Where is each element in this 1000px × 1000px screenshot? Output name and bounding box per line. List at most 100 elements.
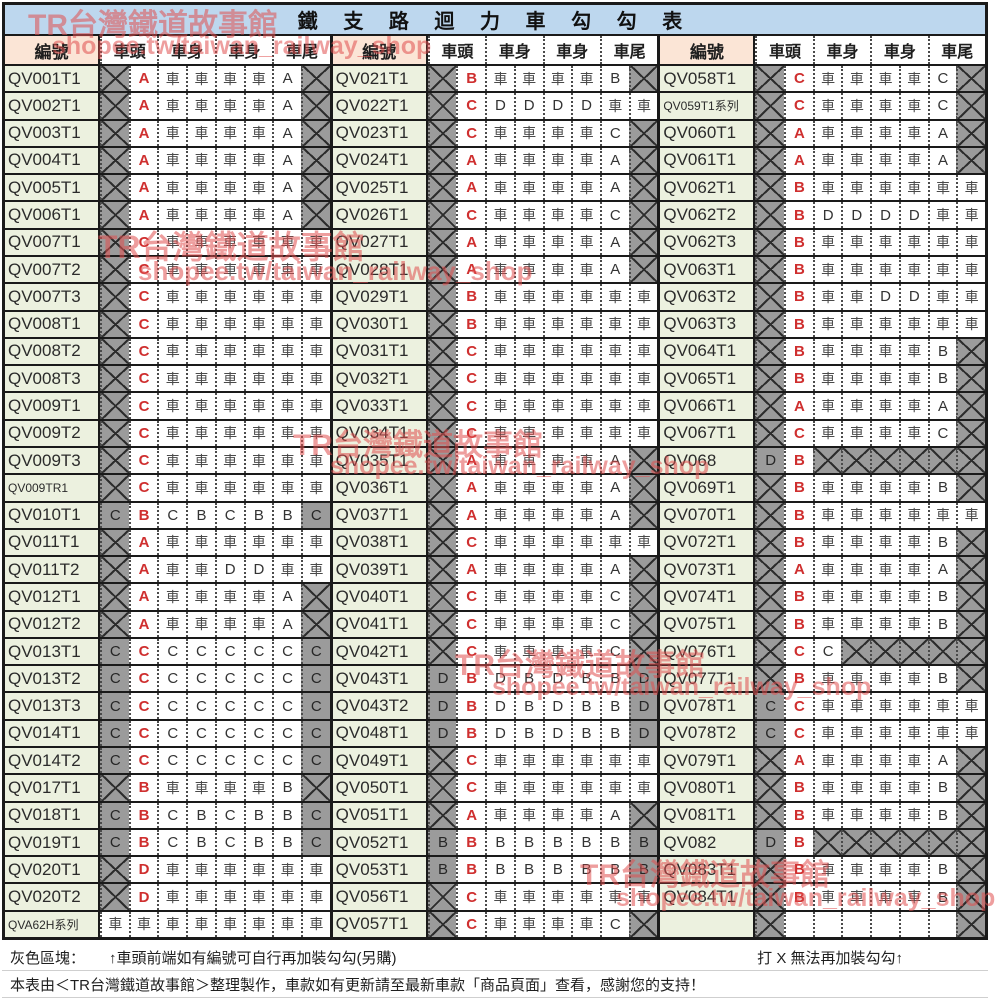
car-cell: 車 [870,393,899,419]
car-cell: 車 [485,911,514,937]
car-cell: 車 [157,284,187,310]
hook-cell: C [186,666,215,692]
car-cell: 車 [513,175,543,201]
table-row: QV004T1 A 車車車車 A [5,145,330,174]
table-row: QV007T1 C 車車車車車車 [5,227,330,255]
no-hook-cell [300,66,330,92]
car-cell: 車 [243,420,273,446]
no-hook-cell [755,66,785,92]
head-hook-cell: A [456,557,486,583]
table-row: QV009T1 C 車車車車車車 [5,391,330,419]
car-cell: 車 [542,529,572,556]
car-cell: 車 [599,420,629,446]
row-id-cell: QV064T1 [660,338,756,365]
col-header-0: 車頭 [755,36,813,64]
table-row: QV019T1 C B C B C B B C [5,827,330,856]
car-cell: 車 [186,175,215,201]
no-hook-cell [898,638,928,665]
head-hook-cell: A [128,147,158,174]
no-hook-cell [100,393,129,419]
gray-block-cell: C [100,666,129,692]
row-id-cell: QV013T2 [5,666,100,692]
car-cell: 車 [812,93,842,119]
table-row: QV028T1 A 車車車車 A [332,254,658,283]
row-id-cell: QV081T1 [660,802,756,828]
car-cell: 車 [812,529,842,556]
hook-cell: A [599,475,629,501]
car-cell: 車 [812,884,842,910]
table-group-3: 編號 車頭 車身 車身 車尾 QV058T1 C 車車車車 C QV059T1系列 C 車車車車 C QV… [657,36,986,937]
car-cell: 車 [571,420,600,446]
head-hook-cell: B [128,775,158,801]
row-id-cell: QV023T1 [332,120,428,146]
head-hook-cell: A [784,557,813,583]
car-cell: 車 [186,202,215,228]
car-cell: 車 [542,748,572,774]
row-id-cell: QV019T1 [5,829,100,856]
car-cell: 車 [485,366,514,392]
head-hook-cell: C [128,311,158,337]
row-id-cell: QV043T1 [332,666,428,692]
head-hook-cell: C [128,693,158,719]
head-hook-cell: A [128,202,158,228]
hook-cell: D [542,720,572,747]
car-cell: 車 [243,529,273,556]
row-id-cell: QV065T1 [660,366,756,392]
hook-cell: C [157,502,187,528]
head-hook-cell: A [128,66,158,92]
no-hook-cell [755,202,785,228]
row-id-cell: QV041T1 [332,611,428,637]
row-id-cell: QV029T1 [332,284,428,310]
gray-block-cell: D [628,666,658,692]
gray-block-cell: C [755,693,785,719]
car-cell: 車 [927,256,957,283]
table-row: QV078T1 C C 車車車車車車 [660,691,986,719]
car-cell: 車 [841,775,871,801]
no-hook-cell [100,229,129,255]
no-hook-cell [628,147,658,174]
car-cell: 車 [243,884,273,910]
row-id-cell: QV078T1 [660,693,756,719]
car-cell: 車 [841,311,871,337]
gray-block-cell: D [628,720,658,747]
no-hook-cell [755,502,785,528]
hook-cell: C [214,748,244,774]
car-cell: 車 [513,338,543,365]
car-cell: 車 [956,175,986,201]
car-cell: 車 [812,284,842,310]
row-id-cell: QV079T1 [660,748,756,774]
car-cell: 車 [927,311,957,337]
head-hook-cell: B [128,829,158,856]
car-cell: 車 [841,557,871,583]
table-row: QV009T2 C 車車車車車車 [5,418,330,446]
car-cell: 車 [157,393,187,419]
empty-cell [812,911,842,937]
car-cell: 車 [513,120,543,146]
car-cell: 車 [870,256,899,283]
head-hook-cell: B [784,584,813,610]
car-cell: 車 [599,529,629,556]
car-cell: 車 [513,420,543,446]
car-cell: 車 [513,638,543,665]
hook-cell: C [599,120,629,146]
car-cell: 車 [272,420,301,446]
car-cell: 車 [272,311,301,337]
row-id-cell: QV004T1 [5,147,100,174]
no-hook-cell [427,311,457,337]
row-id-cell: QV062T3 [660,229,756,255]
hook-cell: D [542,93,572,119]
car-cell: 車 [956,256,986,283]
head-hook-cell: B [784,775,813,801]
car-cell: 車 [542,502,572,528]
row-id-cell: QV002T1 [5,93,100,119]
table-group-2: 編號 車頭 車身 車身 車尾 QV021T1 B 車車車車 B QV022T1 C D D D D 車車 QV0… [329,36,658,937]
row-id-cell: QV014T2 [5,748,100,774]
no-hook-cell [755,638,785,665]
car-cell: 車 [272,229,301,255]
no-hook-cell [755,93,785,119]
car-cell: 車 [214,420,244,446]
car-cell: 車 [898,584,928,610]
table-group-1: 編號 車頭 車身 車身 車尾 QV001T1 A 車車車車 A QV002T1 A 車車車車 A QV00… [5,36,330,937]
car-cell: 車 [186,529,215,556]
car-cell: 車 [186,584,215,610]
